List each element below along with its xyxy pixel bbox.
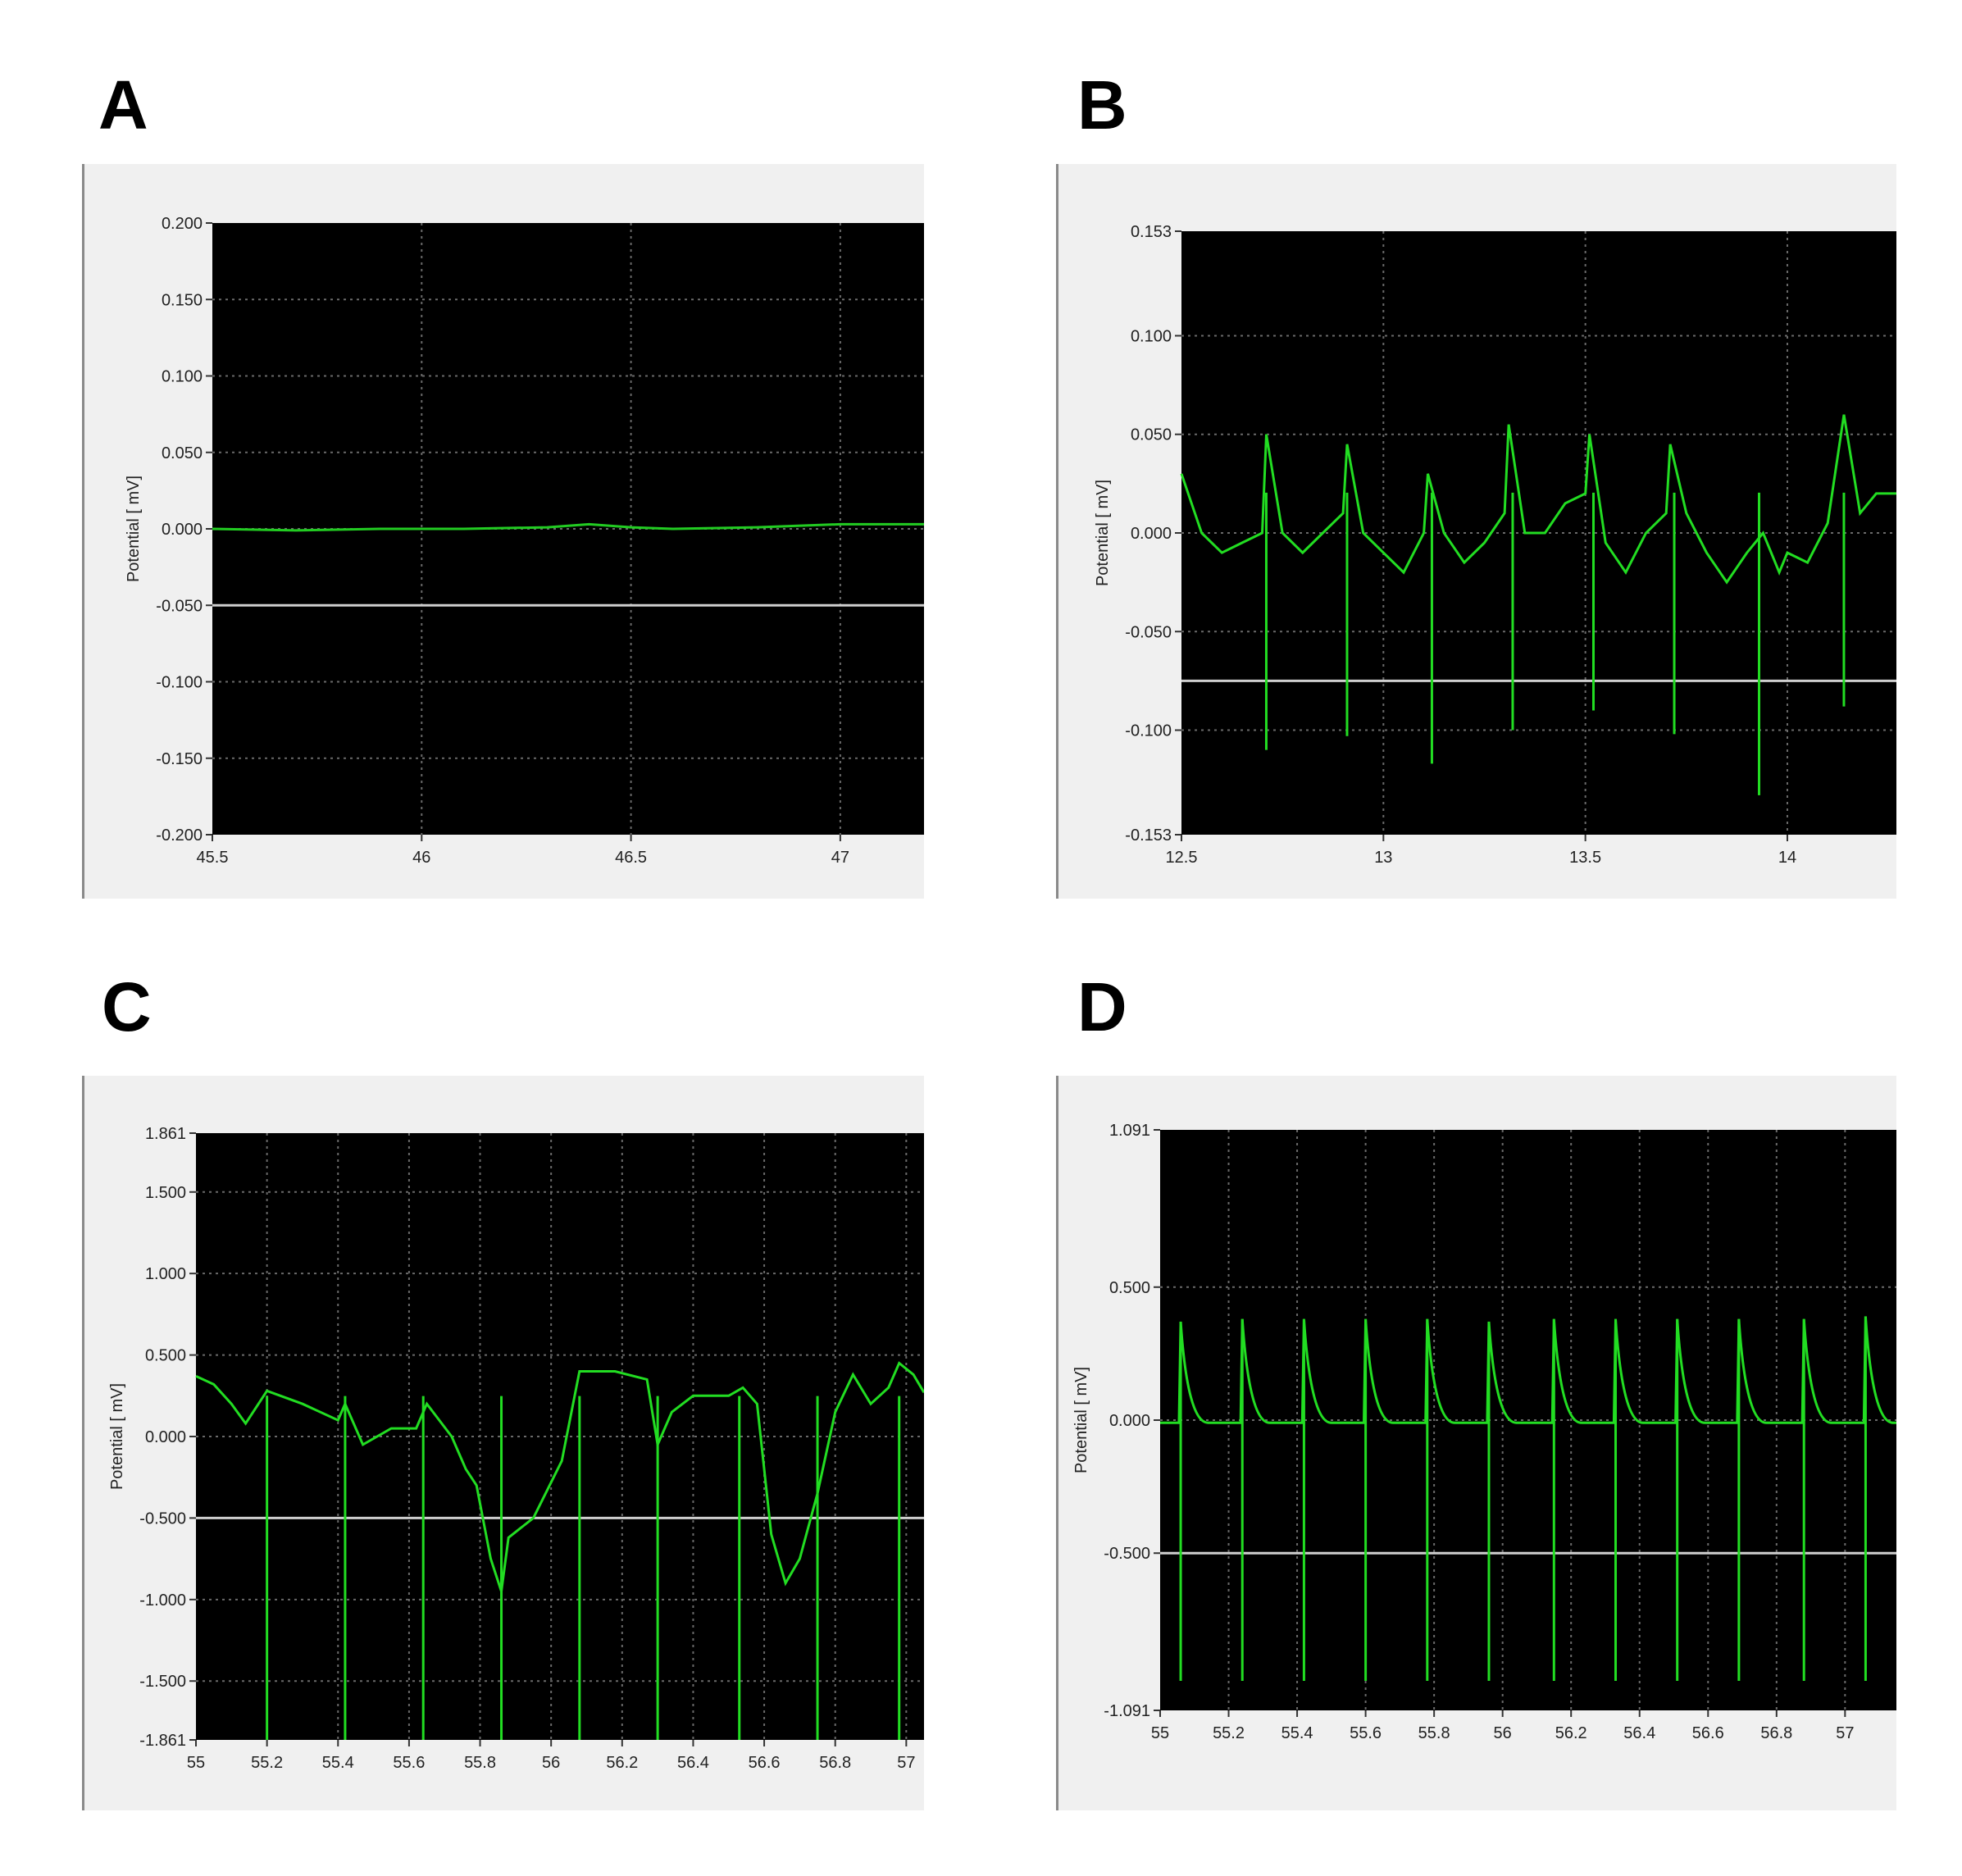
x-tick-label: 56 <box>1494 1724 1512 1742</box>
y-tick-label: -1.861 <box>139 1732 186 1750</box>
x-tick-label: 57 <box>897 1754 915 1772</box>
x-tick-label: 56.4 <box>1623 1724 1655 1742</box>
x-tick-label: 55.2 <box>1213 1724 1245 1742</box>
x-tick-label: 47 <box>831 849 849 867</box>
y-tick-label: 0.000 <box>1131 525 1172 543</box>
y-tick-label: -0.153 <box>1125 826 1172 845</box>
y-axis-label: Potential [ mV] <box>1094 480 1112 586</box>
panel-d-window: 1.091 0.500 0.000 -0.500 -1.091 55 55.2 55.4 55.… <box>1056 1076 1896 1810</box>
plot-area <box>196 1133 924 1740</box>
y-tick-label: 1.000 <box>145 1265 186 1283</box>
y-tick-label: -0.100 <box>156 674 203 692</box>
series-line <box>212 522 924 532</box>
y-tick-label: 0.000 <box>162 521 203 539</box>
y-tick-label: 0.050 <box>1131 426 1172 444</box>
x-tick-label: 12.5 <box>1166 849 1198 867</box>
y-tick-label: 0.500 <box>1109 1279 1150 1297</box>
y-tick-label: -0.050 <box>156 597 203 615</box>
x-tick-label: 56.6 <box>1692 1724 1724 1742</box>
y-tick-label: 1.091 <box>1109 1122 1150 1140</box>
y-tick-label: 0.050 <box>162 444 203 462</box>
panel-a-chart: 0.200 0.150 0.100 0.050 0.000 -0.050 -0.100 -0.… <box>125 215 924 867</box>
y-tick-label: -0.050 <box>1125 623 1172 641</box>
y-tick-label: 0.000 <box>145 1428 186 1446</box>
x-tick-label: 55.8 <box>1418 1724 1450 1742</box>
x-tick-label: 57 <box>1836 1724 1854 1742</box>
x-tick-label: 55.6 <box>393 1754 425 1772</box>
panel-label-c: C <box>102 968 152 1045</box>
x-tick-label: 13 <box>1374 849 1392 867</box>
y-tick-label: -1.000 <box>139 1591 186 1610</box>
series-line <box>1180 414 1896 585</box>
panel-c-chart: 1.861 1.500 1.000 0.500 0.000 -0.500 -1.000 -1.… <box>108 1125 926 1772</box>
x-tick-label: 56.6 <box>749 1754 781 1772</box>
x-tick-label: 56.2 <box>606 1754 638 1772</box>
y-tick-label: 0.100 <box>1131 327 1172 345</box>
y-tick-label: -0.100 <box>1125 722 1172 740</box>
y-axis-label: Potential [ mV] <box>1072 1367 1090 1473</box>
x-tick-label: 56.8 <box>819 1754 851 1772</box>
series-line <box>195 1361 926 1592</box>
y-tick-label: 0.500 <box>145 1347 186 1365</box>
panel-c-window: 1.861 1.500 1.000 0.500 0.000 -0.500 -1.000 -1.… <box>82 1076 926 1810</box>
y-tick-label: 0.153 <box>1131 223 1172 241</box>
y-tick-label: -0.200 <box>156 826 203 845</box>
panel-label-a: A <box>98 66 148 143</box>
y-tick-label: 0.200 <box>162 215 203 233</box>
x-tick-label: 56 <box>542 1754 560 1772</box>
x-tick-label: 55.2 <box>251 1754 283 1772</box>
x-tick-label: 46 <box>412 849 430 867</box>
x-tick-label: 45.5 <box>197 849 229 867</box>
panel-b-window: 0.153 0.100 0.050 0.000 -0.050 -0.100 -0.153 12… <box>1056 164 1896 899</box>
panel-a-window: 0.200 0.150 0.100 0.050 0.000 -0.050 -0.100 -0.… <box>82 164 924 899</box>
panel-label-b: B <box>1077 66 1127 143</box>
y-tick-label: 1.500 <box>145 1184 186 1202</box>
x-tick-label: 55.4 <box>1281 1724 1313 1742</box>
x-tick-label: 46.5 <box>615 849 647 867</box>
panel-label-d: D <box>1077 968 1127 1045</box>
y-axis-label: Potential [ mV] <box>108 1383 126 1490</box>
x-tick-label: 56.8 <box>1760 1724 1792 1742</box>
x-tick-label: 56.2 <box>1555 1724 1587 1742</box>
x-tick-label: 13.5 <box>1569 849 1601 867</box>
y-tick-label: -1.500 <box>139 1673 186 1691</box>
y-tick-label: -1.091 <box>1104 1702 1150 1720</box>
y-tick-label: -0.500 <box>139 1509 186 1528</box>
x-tick-label: 55.8 <box>464 1754 496 1772</box>
x-tick-label: 56.4 <box>677 1754 709 1772</box>
x-tick-label: 55.4 <box>322 1754 354 1772</box>
x-tick-label: 55.6 <box>1350 1724 1382 1742</box>
x-tick-label: 55 <box>1151 1724 1169 1742</box>
y-tick-label: 0.000 <box>1109 1412 1150 1430</box>
panel-b-chart: 0.153 0.100 0.050 0.000 -0.050 -0.100 -0.153 12… <box>1094 223 1896 867</box>
y-tick-label: 1.861 <box>145 1125 186 1143</box>
y-tick-label: 0.100 <box>162 368 203 386</box>
y-axis-label: Potential [ mV] <box>125 476 143 582</box>
y-tick-label: 0.150 <box>162 291 203 309</box>
x-tick-label: 14 <box>1778 849 1796 867</box>
y-tick-label: -0.500 <box>1104 1545 1150 1563</box>
x-tick-label: 55 <box>187 1754 205 1772</box>
y-tick-label: -0.150 <box>156 750 203 768</box>
